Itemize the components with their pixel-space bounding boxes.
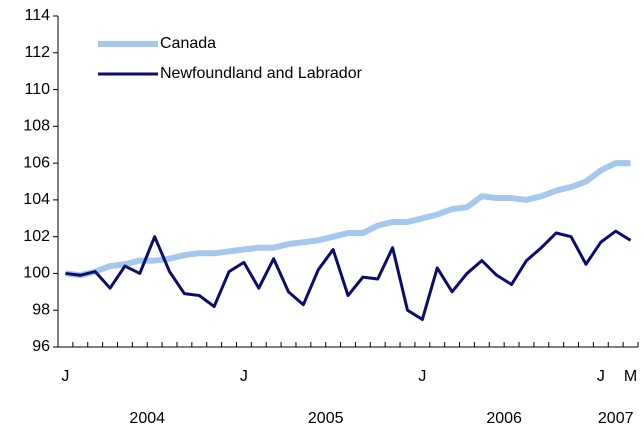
x-tick-label: J	[240, 368, 248, 385]
y-tick-label: 102	[23, 228, 50, 245]
y-tick-label: 98	[32, 301, 50, 318]
y-tick-label: 104	[23, 191, 50, 208]
y-tick-label: 100	[23, 265, 50, 282]
legend-label: Canada	[160, 35, 216, 52]
x-tick-label: J	[597, 368, 605, 385]
legend-label: Newfoundland and Labrador	[160, 65, 363, 82]
data-line	[65, 160, 631, 279]
x-group-label: 2006	[486, 410, 522, 427]
x-group-label: 2007	[598, 410, 634, 427]
x-tick-label: J	[418, 368, 426, 385]
x-group-label: 2005	[308, 410, 344, 427]
x-tick-label: J	[61, 368, 69, 385]
x-group-label: 2004	[129, 410, 165, 427]
y-tick-label: 114	[24, 7, 50, 24]
y-tick-label: 108	[23, 118, 50, 135]
y-tick-label: 96	[32, 338, 50, 355]
y-tick-label: 110	[24, 81, 50, 98]
x-tick-label: M	[624, 368, 637, 385]
y-tick-label: 106	[23, 154, 50, 171]
data-line	[65, 229, 632, 321]
y-tick-label: 112	[24, 44, 50, 61]
